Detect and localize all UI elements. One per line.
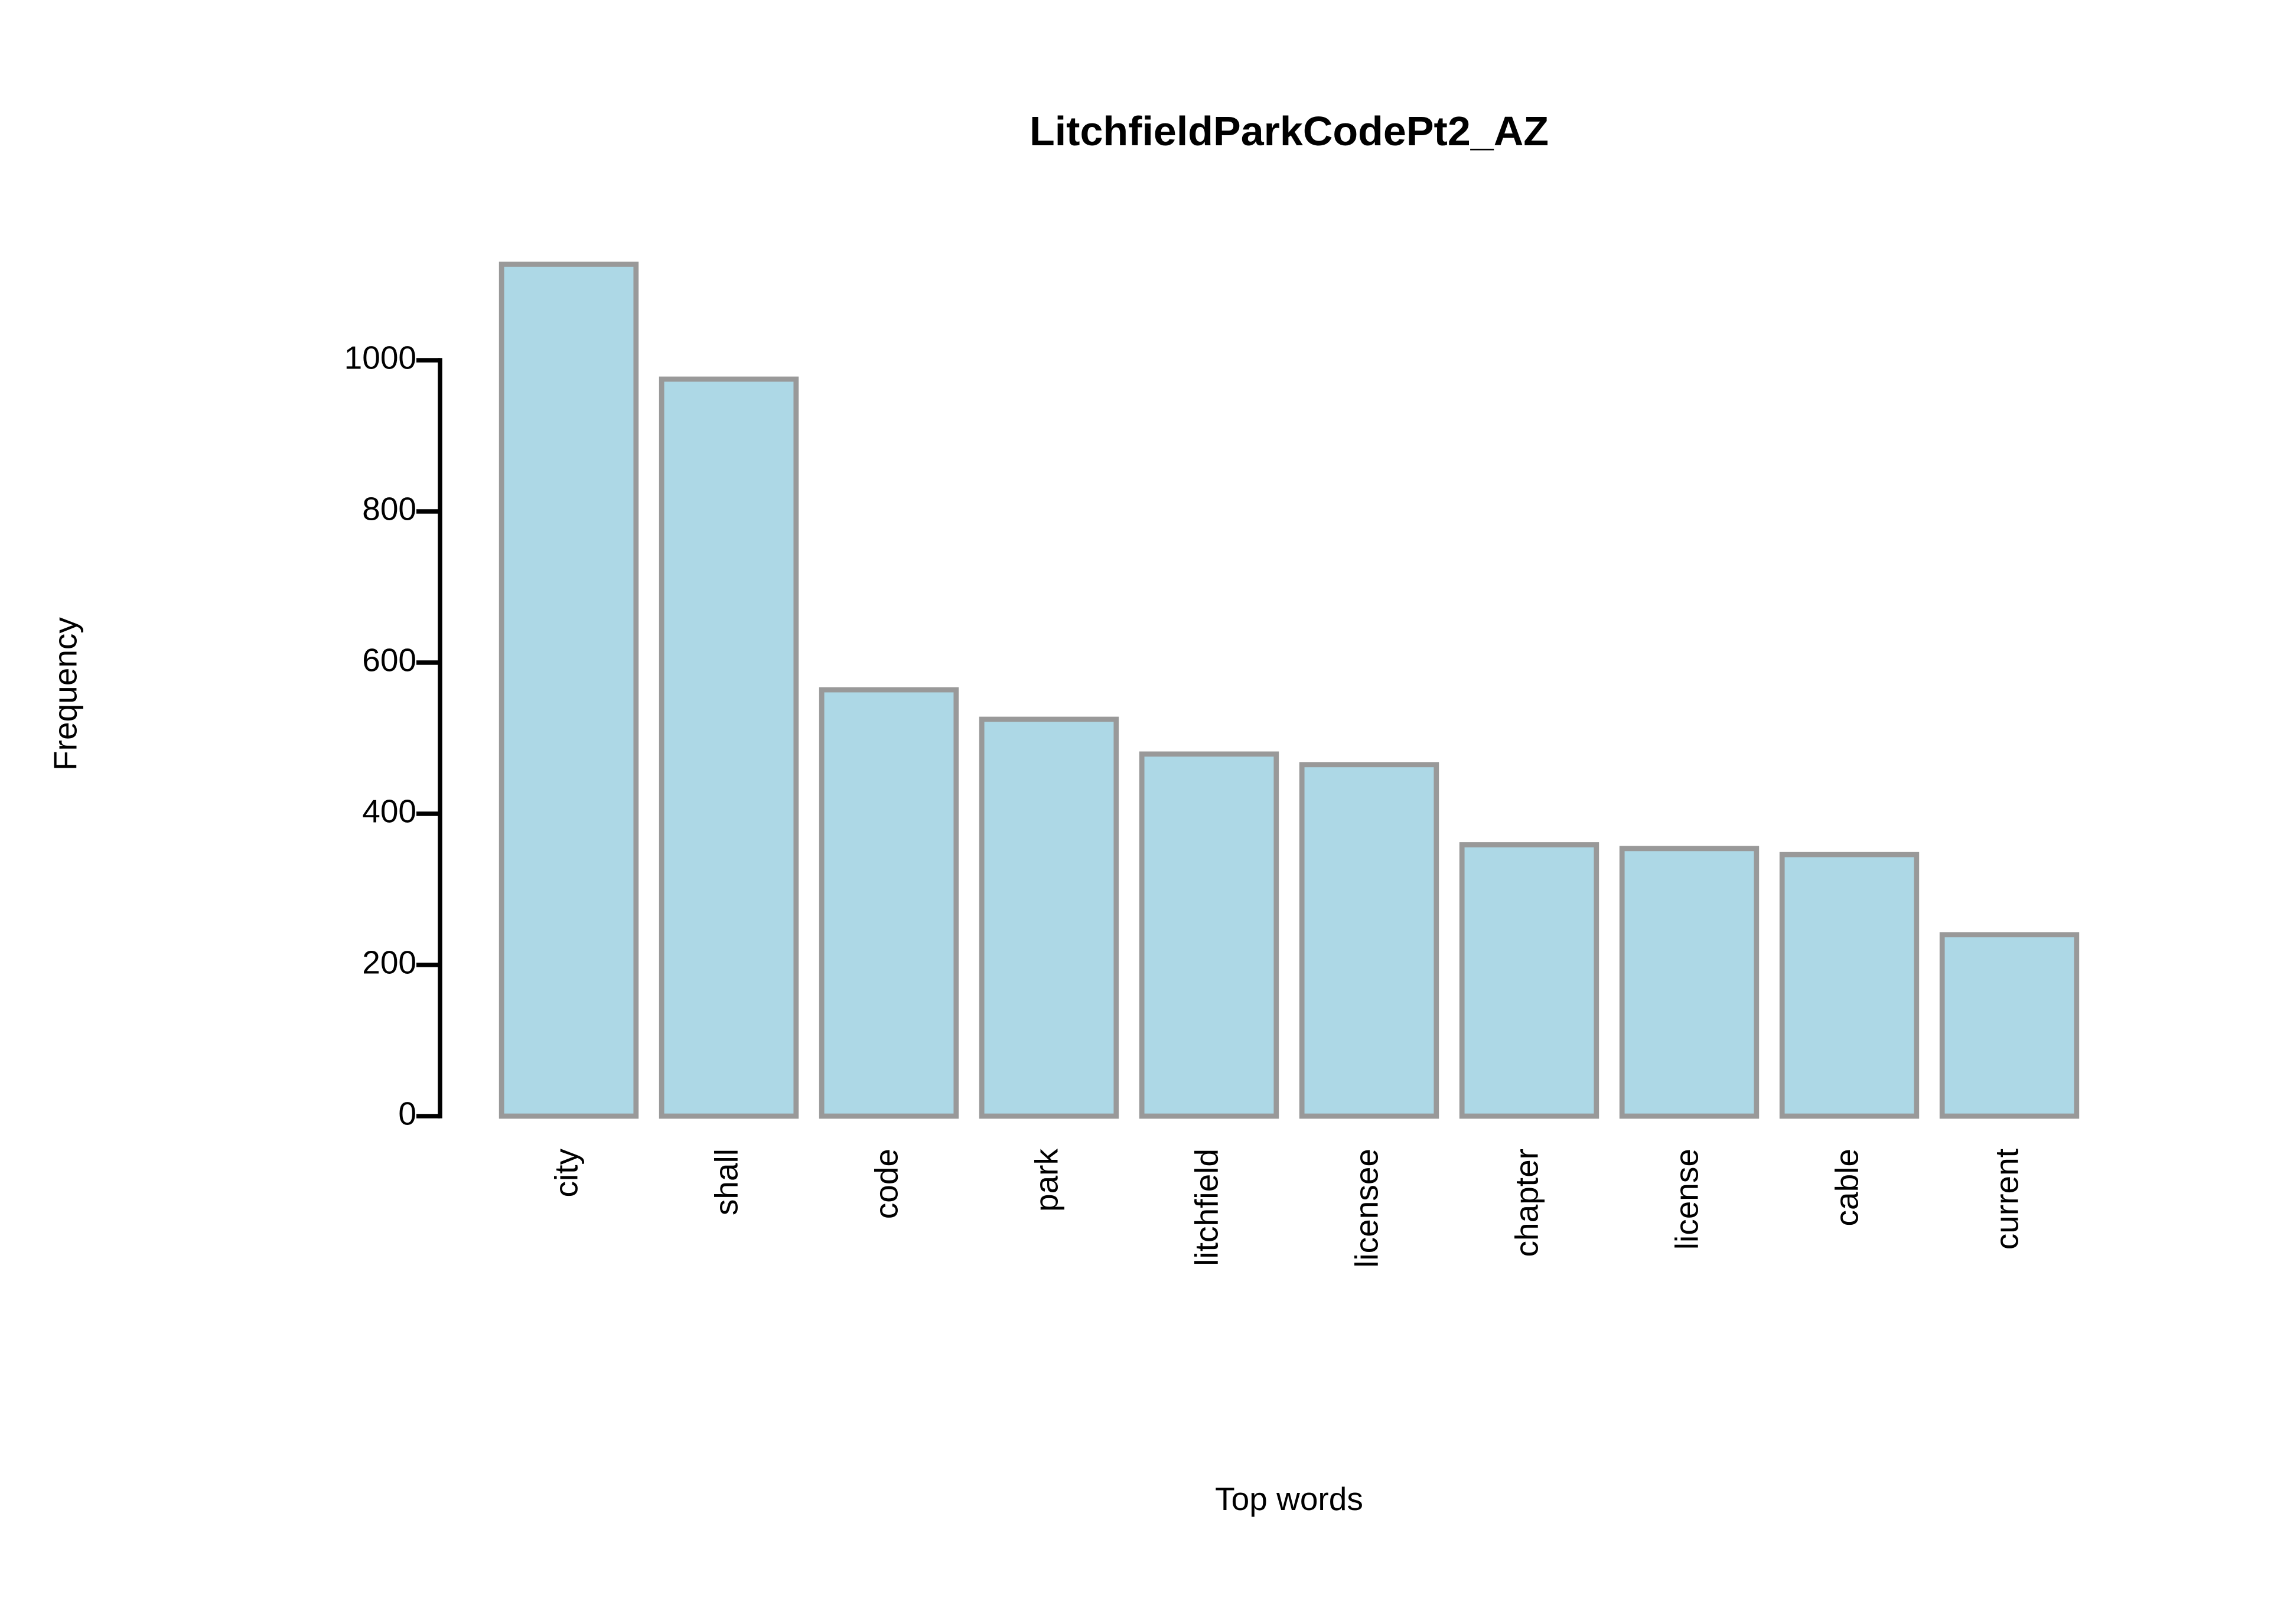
- x-tick-label: code: [868, 1149, 905, 1219]
- chart-title: LitchfieldParkCodePt2_AZ: [1030, 108, 1549, 154]
- y-axis-label: Frequency: [47, 617, 84, 771]
- bar: [819, 687, 959, 1119]
- y-tick-label: 1000: [344, 340, 416, 376]
- bar: [499, 262, 639, 1119]
- y-tick-label: 400: [362, 793, 416, 830]
- bar: [1779, 852, 1920, 1119]
- bar: [1459, 842, 1599, 1119]
- bar: [1299, 762, 1439, 1119]
- x-axis-label: Top words: [1215, 1480, 1363, 1517]
- y-tick-label: 600: [362, 642, 416, 679]
- x-tick-label: cable: [1829, 1149, 1865, 1226]
- bar: [979, 716, 1119, 1119]
- bar: [659, 376, 799, 1119]
- y-tick-label: 200: [362, 944, 416, 981]
- x-tick-label: litchfield: [1188, 1149, 1225, 1266]
- bar: [1939, 932, 2080, 1119]
- x-tick-label: chapter: [1509, 1149, 1545, 1257]
- bar: [1619, 846, 1760, 1119]
- x-tick-label: shall: [708, 1149, 745, 1215]
- x-tick-label: licensee: [1348, 1149, 1385, 1268]
- x-tick-label: city: [548, 1149, 585, 1198]
- x-tick-label: current: [1989, 1149, 2025, 1250]
- x-tick-label: license: [1669, 1149, 1705, 1250]
- y-tick-label: 0: [398, 1095, 416, 1132]
- x-tick-label: park: [1028, 1149, 1065, 1212]
- bar: [1139, 751, 1279, 1119]
- y-tick-label: 800: [362, 491, 416, 527]
